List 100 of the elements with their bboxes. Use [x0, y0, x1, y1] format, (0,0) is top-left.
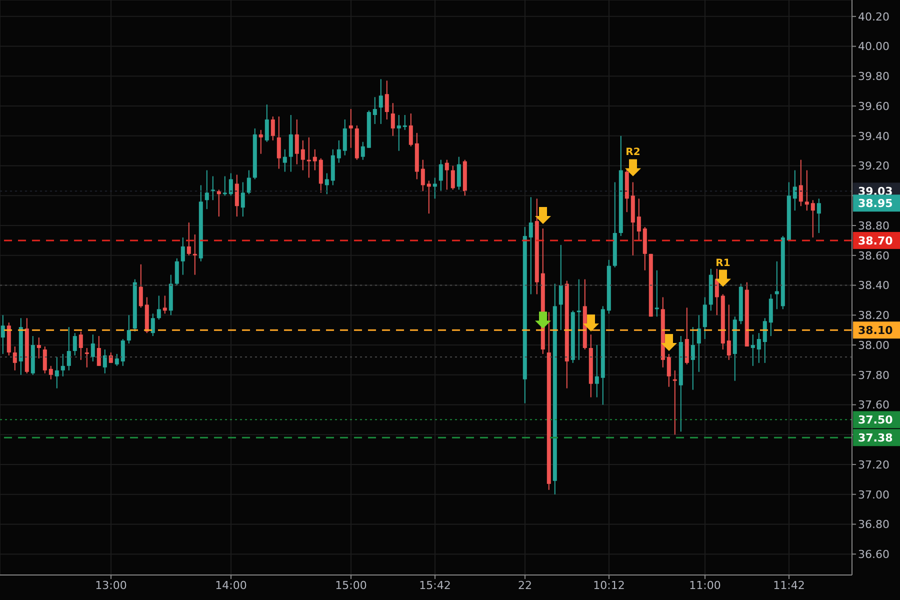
y-tick-label: 40.00 — [858, 40, 890, 54]
candlestick — [84, 347, 89, 368]
candlestick — [54, 356, 59, 389]
candlestick — [402, 114, 407, 130]
candlestick — [810, 200, 815, 238]
candlestick — [270, 116, 275, 141]
candlestick — [636, 198, 641, 241]
y-tick-label: 38.20 — [858, 309, 890, 322]
candlestick — [240, 182, 245, 218]
candlestick — [300, 140, 305, 171]
candlestick — [816, 198, 821, 234]
candlestick — [654, 270, 659, 318]
y-tick-label: 36.60 — [858, 548, 890, 561]
candlestick — [288, 114, 293, 172]
candlestick — [0, 314, 5, 354]
candlestick — [576, 278, 581, 360]
candlestick — [594, 344, 599, 398]
y-tick-label: 39.40 — [858, 130, 890, 143]
candlestick — [114, 353, 119, 366]
candlestick — [228, 172, 233, 196]
candlestick — [174, 258, 179, 286]
candlestick — [444, 159, 449, 190]
candlestick — [390, 102, 395, 136]
ref-line-label: 39.03 — [858, 185, 893, 198]
x-tick-label: 14:00 — [215, 578, 247, 592]
candlestick — [306, 136, 311, 178]
y-tick-label: 38.80 — [858, 219, 890, 232]
candlestick — [396, 114, 401, 152]
candlestick — [756, 332, 761, 364]
candlestick — [294, 118, 299, 165]
y-tick-label: 37.00 — [858, 488, 890, 502]
y-tick-label: 38.60 — [858, 249, 890, 262]
candlestick — [426, 180, 431, 214]
y-tick-label: 38.40 — [858, 279, 890, 292]
x-tick-label: 11:42 — [773, 578, 805, 592]
candlestick — [774, 260, 779, 310]
candlestick — [666, 353, 671, 388]
candlestick — [42, 346, 47, 374]
candlestick — [318, 158, 323, 194]
annotation: R2 — [626, 147, 640, 158]
text: 38.95 — [858, 197, 893, 210]
candlestick — [726, 304, 731, 360]
y-tick-label: 37.20 — [858, 458, 890, 472]
candlestick — [798, 159, 803, 207]
candlestick — [768, 294, 773, 337]
y-tick-label: 39.80 — [858, 70, 890, 84]
candlestick — [60, 353, 65, 377]
candlestick — [78, 331, 83, 360]
candlestick — [378, 78, 383, 124]
candlestick — [156, 295, 161, 320]
candlestick — [150, 313, 155, 337]
candlestick — [210, 176, 215, 201]
candlestick — [246, 170, 251, 195]
candlestick — [204, 170, 209, 210]
x-tick-label: 13:00 — [95, 578, 127, 592]
candlestick — [750, 334, 755, 366]
candlestick — [528, 196, 533, 295]
candlestick — [282, 148, 287, 172]
candlestick — [222, 176, 227, 196]
candlestick — [432, 177, 437, 200]
x-tick-label: 22 — [518, 578, 532, 592]
candlestick — [276, 116, 281, 170]
candlestick — [702, 296, 707, 340]
candlestick — [336, 140, 341, 164]
annotation: R1 — [716, 258, 730, 269]
candlestick — [258, 129, 263, 154]
candlestick — [348, 108, 353, 148]
y-tick-label: 38.00 — [858, 338, 890, 352]
candlestick — [126, 314, 131, 344]
candlestick — [690, 326, 695, 390]
candlestick — [264, 104, 269, 142]
candlestick — [456, 156, 461, 190]
ref-line-label: 38.70 — [858, 234, 894, 248]
y-tick-label: 39.20 — [858, 160, 890, 173]
candlestick — [72, 332, 77, 356]
candlestick — [66, 326, 71, 371]
candlestick — [672, 370, 677, 436]
candlestick — [342, 118, 347, 156]
x-tick-label: 11:00 — [689, 578, 721, 592]
candlestick — [90, 334, 95, 362]
ref-line-label: 37.50 — [858, 414, 894, 427]
candlestick — [762, 318, 767, 364]
candlestick — [438, 159, 443, 192]
candlestick — [162, 295, 167, 314]
x-tick-label: 15:00 — [335, 578, 367, 592]
ref-line-label: 37.38 — [858, 432, 893, 445]
candlestick — [36, 337, 41, 359]
y-tick-label: 40.20 — [858, 10, 890, 24]
candlestick — [792, 170, 797, 212]
y-tick-label: 36.80 — [858, 518, 890, 532]
candlestick — [192, 234, 197, 276]
x-tick-label: 10:12 — [593, 578, 625, 592]
candlestick — [408, 113, 413, 147]
y-tick-label: 39.60 — [858, 100, 890, 113]
candlestick — [420, 159, 425, 192]
ref-line-label: 38.10 — [858, 324, 894, 338]
candlestick — [372, 96, 377, 124]
candlestick — [804, 170, 809, 212]
candlestick — [450, 165, 455, 190]
candlestick — [12, 346, 17, 371]
